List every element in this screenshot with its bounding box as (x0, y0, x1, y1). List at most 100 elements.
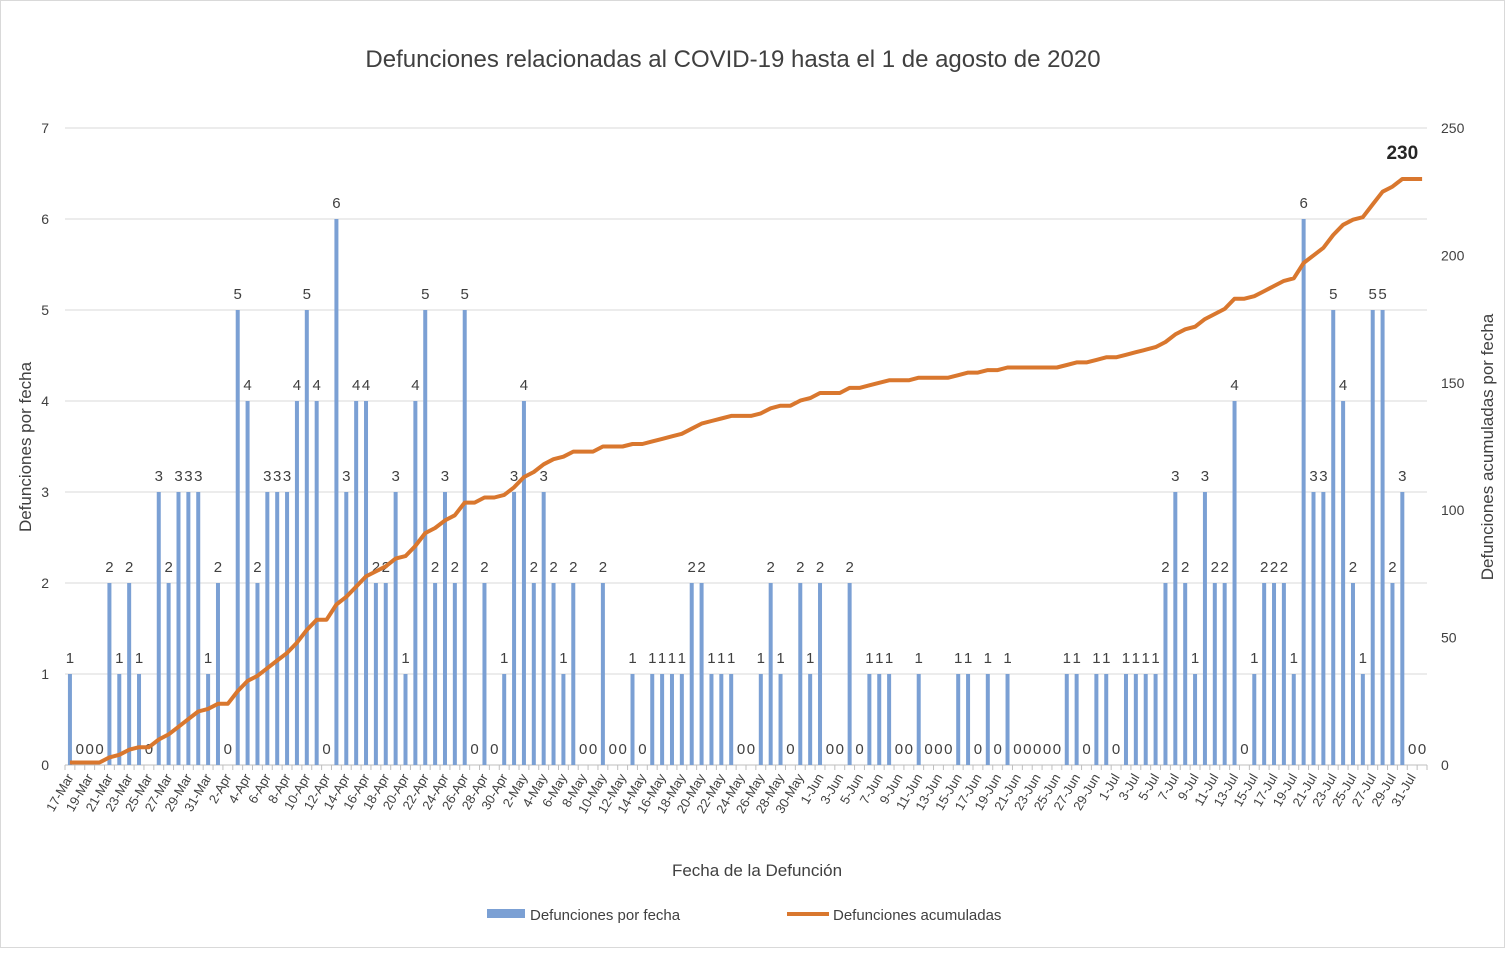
bar-data-label: 0 (855, 741, 863, 758)
bar (561, 674, 566, 765)
bar-data-label: 1 (915, 650, 923, 667)
cumulative-line (69, 177, 1423, 765)
bar (1163, 583, 1168, 765)
bar-data-label: 3 (263, 468, 271, 485)
bar (916, 674, 921, 765)
bar-data-label: 1 (678, 650, 686, 667)
bar (1104, 674, 1109, 765)
bar-data-label: 2 (845, 559, 853, 576)
y-tick-label: 1 (41, 666, 49, 682)
bar (1311, 492, 1316, 765)
bar-data-label: 4 (313, 377, 321, 394)
bar (423, 310, 428, 765)
x-axis-title: Fecha de la Defunción (672, 861, 842, 880)
bar-data-label: 1 (658, 650, 666, 667)
bar (166, 583, 171, 765)
bar (847, 583, 852, 765)
bar-data-label: 1 (875, 650, 883, 667)
bar-data-label: 0 (224, 741, 232, 758)
y2-axis-title: Defunciones acumuladas por fecha (1478, 313, 1497, 580)
bar-data-label: 1 (66, 650, 74, 667)
bar-data-label: 0 (322, 741, 330, 758)
bar-data-label: 0 (747, 741, 755, 758)
y-tick-label: 3 (41, 484, 49, 500)
bar (689, 583, 694, 765)
bar-data-label: 1 (1151, 650, 1159, 667)
bar (314, 401, 319, 765)
bar (364, 401, 369, 765)
bar (571, 583, 576, 765)
bar-data-label: 2 (1388, 559, 1396, 576)
bar-data-label: 3 (540, 468, 548, 485)
bar-data-label: 4 (1230, 377, 1238, 394)
bar (433, 583, 438, 765)
bar (551, 583, 556, 765)
bar-data-label: 2 (599, 559, 607, 576)
bar (245, 401, 250, 765)
bar (956, 674, 961, 765)
bar-data-label: 4 (293, 377, 301, 394)
bar-data-label: 1 (964, 650, 972, 667)
bar (1064, 674, 1069, 765)
bar (344, 492, 349, 765)
bar-data-label: 1 (668, 650, 676, 667)
bar (719, 674, 724, 765)
bar-data-label: 0 (1240, 741, 1248, 758)
y-tick-label: 0 (41, 757, 49, 773)
bar (1153, 674, 1158, 765)
bar-data-label: 4 (520, 377, 528, 394)
bar-data-label: 0 (1112, 741, 1120, 758)
bar-data-label: 1 (1122, 650, 1130, 667)
bar-data-label: 3 (1398, 468, 1406, 485)
bar-data-label: 1 (707, 650, 715, 667)
bar (1074, 674, 1079, 765)
bar-data-label: 4 (362, 377, 370, 394)
bar-data-label: 4 (243, 377, 251, 394)
bar (1331, 310, 1336, 765)
bar-data-label: 1 (885, 650, 893, 667)
bar-data-label: 0 (1418, 741, 1426, 758)
bar-data-label: 5 (1329, 286, 1337, 303)
bar (531, 583, 536, 765)
bar (669, 674, 674, 765)
bar (1143, 674, 1148, 765)
bar-data-label: 0 (76, 741, 84, 758)
bar-data-label: 2 (164, 559, 172, 576)
bar-data-label: 1 (1191, 650, 1199, 667)
bar (660, 674, 665, 765)
bar-data-label: 2 (530, 559, 538, 576)
line-series (69, 177, 1423, 765)
bar (413, 401, 418, 765)
bar-data-label: 2 (1270, 559, 1278, 576)
bar (798, 583, 803, 765)
bar-series (67, 219, 1405, 765)
bar (1232, 401, 1237, 765)
bar-data-label: 1 (1102, 650, 1110, 667)
bar (630, 674, 635, 765)
chart-title: Defunciones relacionadas al COVID-19 has… (365, 46, 1100, 73)
bar-data-label: 0 (1043, 741, 1051, 758)
bar-data-label: 0 (1053, 741, 1061, 758)
bar (1133, 674, 1138, 765)
y2-axis-ticks: 0 50 100 150 200 250 (1441, 120, 1465, 773)
bar-data-label: 0 (609, 741, 617, 758)
y2-tick-label: 100 (1441, 502, 1465, 518)
gridlines (65, 127, 1427, 766)
bar (1350, 583, 1355, 765)
bar-data-label: 0 (934, 741, 942, 758)
bar-data-label: 0 (786, 741, 794, 758)
bar-data-label: 3 (1319, 468, 1327, 485)
bar (117, 674, 122, 765)
bar-data-label: 5 (303, 286, 311, 303)
bar-data-label: 2 (125, 559, 133, 576)
bar-data-label: 0 (579, 741, 587, 758)
bar-data-label: 3 (391, 468, 399, 485)
bar (1272, 583, 1277, 765)
bar-data-label: 2 (1349, 559, 1357, 576)
bar (354, 401, 359, 765)
bar (482, 583, 487, 765)
bar-data-label: 0 (470, 741, 478, 758)
bar-data-label: 0 (1023, 741, 1031, 758)
y-tick-label: 4 (41, 393, 49, 409)
bar-data-label: 0 (974, 741, 982, 758)
